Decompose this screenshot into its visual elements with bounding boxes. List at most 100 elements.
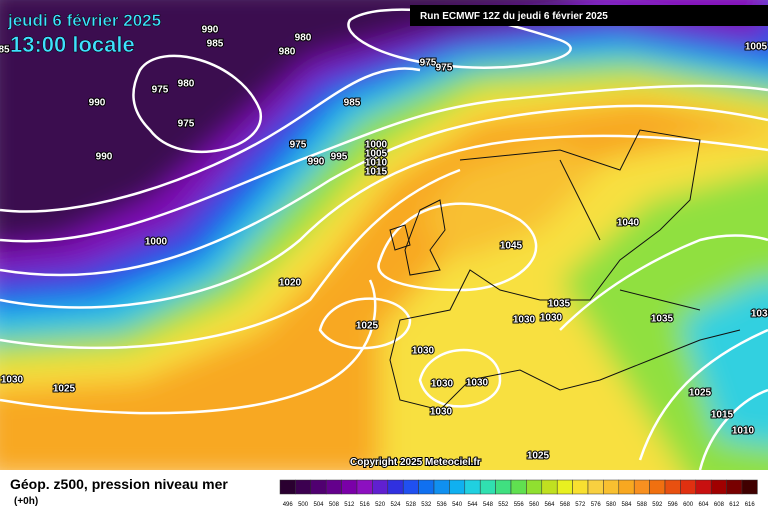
colorbar-label: 584 <box>621 502 632 508</box>
colorbar-label: 576 <box>591 502 602 508</box>
isobar-label: 975 <box>420 58 437 69</box>
colorbar-label: 556 <box>514 502 525 508</box>
isobar-label: 980 <box>295 33 312 44</box>
colorbar-label: 612 <box>729 502 740 508</box>
colorbar-label: 500 <box>298 502 309 508</box>
isobar-label: 1000 <box>365 140 388 151</box>
colorbar-label: 536 <box>437 502 448 508</box>
colorbar-label: 548 <box>483 502 494 508</box>
colorbar-label: 504 <box>313 502 324 508</box>
colorbar-swatch <box>479 479 496 495</box>
geopotential-field <box>0 0 768 500</box>
isobar-label: 1030 <box>540 313 563 324</box>
colorbar-swatch <box>356 479 373 495</box>
colorbar-swatch <box>510 479 527 495</box>
colorbar-label: 540 <box>452 502 463 508</box>
run-banner <box>410 5 768 26</box>
isobar-label: 1015 <box>365 167 388 178</box>
colorbar-label: 560 <box>529 502 540 508</box>
colorbar-swatch <box>341 479 358 495</box>
isobar-label: 975 <box>152 85 169 96</box>
colorbar-label: 592 <box>652 502 663 508</box>
date: jeudi 6 février 2025 <box>7 11 161 30</box>
colorbar: 496 500 504 508 512 516 520 524 528 532 536 540 544 5… <box>279 479 758 508</box>
colorbar-swatch <box>603 479 620 495</box>
isobar-label: 1045 <box>500 241 523 252</box>
isobar-label: 1035 <box>651 314 674 325</box>
colorbar-swatch <box>418 479 435 495</box>
colorbar-label: 568 <box>560 502 571 508</box>
colorbar-label: 596 <box>668 502 679 508</box>
colorbar-swatch <box>649 479 666 495</box>
isobar-label: 985 <box>207 39 224 50</box>
colorbar-label: 528 <box>406 502 417 508</box>
isobar-label: 975 <box>290 140 307 151</box>
coastlines <box>389 129 741 411</box>
isobar-label: 1025 <box>689 388 712 399</box>
colorbar-label: 544 <box>467 502 478 508</box>
colorbar-swatch <box>741 479 758 495</box>
colorbar-label: 532 <box>421 502 432 508</box>
colorbar-swatch <box>695 479 712 495</box>
colorbar-swatch <box>633 479 650 495</box>
isobar-label: 1025 <box>527 451 550 462</box>
colorbar-swatch <box>325 479 342 495</box>
isobar-label: 1025 <box>356 321 379 332</box>
colorbar-swatch <box>464 479 481 495</box>
legend-lead: (+0h) <box>14 496 38 507</box>
legend-title: Géop. z500, pression niveau mer <box>10 476 228 492</box>
colorbar-label: 508 <box>329 502 340 508</box>
isobar-label: 990 <box>308 157 325 168</box>
isobar-label: 1035 <box>548 299 571 310</box>
colorbar-label: 608 <box>714 502 725 508</box>
colorbar-swatch <box>618 479 635 495</box>
time: 13:00 locale <box>10 32 135 57</box>
isobar-label: 1020 <box>279 278 302 289</box>
isobar-label: 990 <box>89 98 106 109</box>
colorbar-swatch <box>726 479 743 495</box>
isobar-label: 1030 <box>431 379 454 390</box>
isobar-label: 1000 <box>145 237 168 248</box>
isobar-label: 1030 <box>1 375 24 386</box>
colorbar-swatch <box>295 479 312 495</box>
isobar-label: 1010 <box>365 158 388 169</box>
colorbar-swatch <box>710 479 727 495</box>
isobar-label: 975 <box>436 63 453 74</box>
colorbar-label: 572 <box>575 502 586 508</box>
colorbar-swatch <box>402 479 419 495</box>
colorbar-label: 600 <box>683 502 694 508</box>
colorbar-label: 516 <box>360 502 371 508</box>
isobar-label: 980 <box>279 47 296 58</box>
isobar-label: 1025 <box>53 384 76 395</box>
isobar-label: 85 <box>0 45 10 56</box>
isobar-label: 990 <box>96 152 113 163</box>
isobar-label: 1030 <box>513 315 536 326</box>
colorbar-swatch <box>372 479 389 495</box>
colorbar-swatch <box>541 479 558 495</box>
colorbar-swatch <box>449 479 466 495</box>
colorbar-swatch <box>664 479 681 495</box>
colorbar-swatch <box>556 479 573 495</box>
run-text: Run ECMWF 12Z du jeudi 6 février 2025 <box>420 11 608 22</box>
isobar-label: 1010 <box>732 426 755 437</box>
isobar-label: 1005 <box>745 42 768 53</box>
colorbar-label: 588 <box>637 502 648 508</box>
isobar-label: 1030 <box>466 378 489 389</box>
colorbar-swatch <box>572 479 589 495</box>
colorbar-swatch <box>310 479 327 495</box>
colorbar-swatch <box>387 479 404 495</box>
isobar-label: 1035 <box>751 309 768 320</box>
isobar-label: 1030 <box>430 407 453 418</box>
isobar-label: 1015 <box>711 410 734 421</box>
colorbar-label: 496 <box>283 502 294 508</box>
colorbar-label: 524 <box>390 502 401 508</box>
isobar-label: 980 <box>178 79 195 90</box>
isobar-label: 1030 <box>412 346 435 357</box>
isobar-label: 975 <box>178 119 195 130</box>
colorbar-swatch <box>279 479 296 495</box>
colorbar-label: 604 <box>698 502 709 508</box>
colorbar-label: 552 <box>498 502 509 508</box>
